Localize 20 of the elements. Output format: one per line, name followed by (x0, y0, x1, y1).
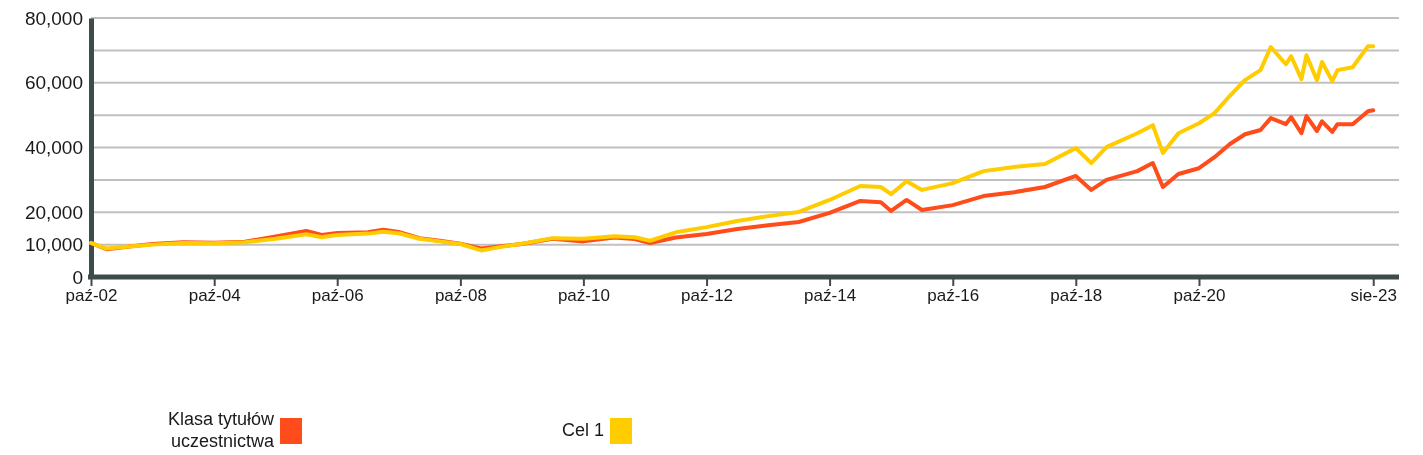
x-tick-label: paź-18 (1050, 286, 1103, 306)
legend-label: Klasa tytułów uczestnictwa (167, 409, 275, 451)
x-tick-label: paź-14 (804, 286, 857, 306)
legend-label: Cel 1 (561, 420, 604, 440)
x-tick-label: paź-16 (927, 286, 980, 306)
x-tick-label: sie-23 (1350, 286, 1397, 306)
x-tick-label: paź-04 (188, 286, 241, 306)
x-tick-label: paź-02 (65, 286, 118, 306)
y-tick-label: 0 (72, 266, 83, 288)
line-series (89, 44, 1376, 253)
x-tick-label: paź-20 (1173, 286, 1226, 306)
y-tick-label: 10,000 (24, 234, 83, 256)
x-tick-label: paź-12 (681, 286, 734, 306)
x-tick-label: paź-10 (557, 286, 610, 306)
y-tick-label: 80,000 (24, 7, 83, 29)
y-tick-label: 40,000 (24, 137, 83, 159)
y-tick-label: 20,000 (24, 201, 83, 223)
y-tick-label: 60,000 (24, 72, 83, 94)
x-tick-label: paź-08 (434, 286, 487, 306)
x-tick-label: paź-06 (311, 286, 364, 306)
